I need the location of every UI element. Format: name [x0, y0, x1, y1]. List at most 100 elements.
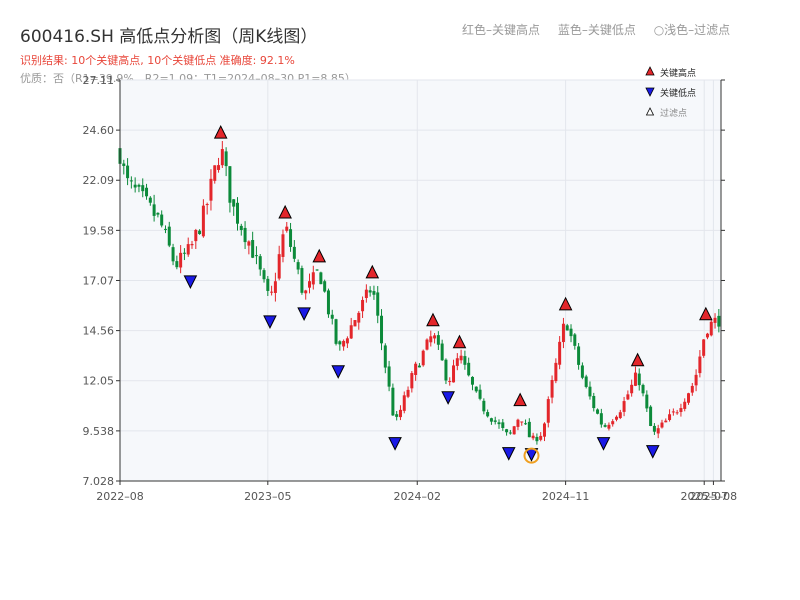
- candle: [448, 377, 452, 386]
- candle: [656, 424, 660, 439]
- candle: [713, 313, 717, 329]
- candle: [607, 422, 611, 431]
- candle: [129, 176, 133, 189]
- candle: [156, 212, 160, 218]
- candle-body: [190, 244, 194, 246]
- candle-body: [535, 436, 539, 442]
- candle-body: [224, 151, 228, 167]
- candle: [573, 333, 577, 350]
- candle: [508, 429, 512, 435]
- candle-body: [508, 432, 512, 434]
- candle-body: [633, 372, 637, 386]
- candle: [205, 202, 209, 215]
- candle: [167, 221, 171, 248]
- candle: [596, 408, 600, 415]
- key-high-marker: [558, 296, 573, 311]
- legend-label: 过滤点: [660, 107, 687, 119]
- candle: [228, 166, 232, 213]
- candle-body: [474, 386, 478, 392]
- candle-body: [266, 278, 270, 291]
- candle: [308, 273, 312, 294]
- candle: [160, 210, 164, 228]
- candle-body: [281, 234, 285, 257]
- candle: [550, 375, 554, 404]
- key-high-marker: [699, 306, 713, 321]
- legend-filtered-icon: [645, 107, 655, 116]
- candle-body: [705, 333, 709, 338]
- candle-body: [353, 320, 357, 327]
- axes: 7.028 9.538 12.05 14.56 17.07 19.58 22.09 24.60…: [83, 74, 738, 503]
- candle-body: [421, 350, 425, 366]
- candle-body: [577, 346, 581, 365]
- candle: [148, 196, 152, 206]
- candle: [254, 246, 258, 265]
- key-low-marker: [441, 391, 455, 405]
- candle: [709, 319, 713, 337]
- candle-body: [516, 419, 520, 427]
- candle-body: [175, 261, 179, 268]
- candle: [524, 419, 528, 425]
- candle: [368, 286, 372, 297]
- candle: [345, 336, 349, 349]
- candle: [565, 323, 569, 331]
- x-tick-label: 2023–05: [244, 490, 292, 503]
- candle-body: [501, 422, 505, 428]
- candle: [186, 237, 190, 257]
- candle: [296, 259, 300, 275]
- candle: [398, 405, 402, 421]
- candle-body: [497, 422, 501, 425]
- candle-body: [167, 226, 171, 246]
- candle: [239, 223, 243, 236]
- key-high-marker: [630, 352, 645, 367]
- candle-body: [410, 373, 414, 389]
- candle-body: [668, 414, 672, 421]
- candle-body: [292, 246, 296, 259]
- candle: [319, 271, 323, 285]
- candle-body: [179, 252, 183, 268]
- candle-body: [262, 270, 266, 280]
- candle-body: [459, 355, 463, 361]
- candle-body: [493, 420, 497, 422]
- candle: [383, 343, 387, 374]
- candle: [637, 368, 641, 391]
- candle-body: [664, 420, 668, 423]
- candle: [266, 275, 270, 296]
- candle: [611, 419, 615, 427]
- chart-title: 600416.SH 高低点分析图（周K线图）: [20, 27, 318, 47]
- candle: [664, 418, 668, 423]
- candle: [527, 418, 531, 438]
- candle-body: [452, 365, 456, 383]
- candle-body: [156, 212, 160, 215]
- candle: [535, 433, 539, 445]
- candle: [380, 309, 384, 351]
- y-tick-label: 14.56: [83, 325, 115, 338]
- candle-body: [186, 244, 190, 255]
- candle: [311, 265, 315, 290]
- key-high-marker: [278, 204, 292, 219]
- result-text: 识别结果: 10个关键高点, 10个关键低点 准确度: 92.1%: [20, 54, 295, 67]
- candle: [425, 338, 429, 351]
- candle: [190, 240, 194, 249]
- candle: [569, 324, 573, 343]
- candle-body: [641, 384, 645, 394]
- candle: [561, 317, 565, 349]
- key-low-marker: [501, 447, 516, 461]
- candle: [482, 398, 486, 415]
- candle: [289, 222, 293, 252]
- candle: [198, 229, 202, 235]
- candle: [179, 245, 183, 274]
- x-tick-label: 2025–08: [690, 490, 738, 503]
- candle: [342, 339, 346, 351]
- candle: [391, 383, 395, 416]
- candle-body: [376, 292, 380, 316]
- key-low-marker: [645, 445, 660, 459]
- candle-body: [311, 272, 315, 285]
- candle-body: [251, 240, 255, 258]
- candle: [652, 423, 656, 435]
- candle-body: [550, 379, 554, 398]
- color-legend: 红色–关键高点 蓝色–关键低点 ○浅色–过滤点: [462, 21, 744, 38]
- key-low-marker: [596, 437, 611, 451]
- candle: [357, 311, 361, 330]
- candle: [163, 225, 167, 234]
